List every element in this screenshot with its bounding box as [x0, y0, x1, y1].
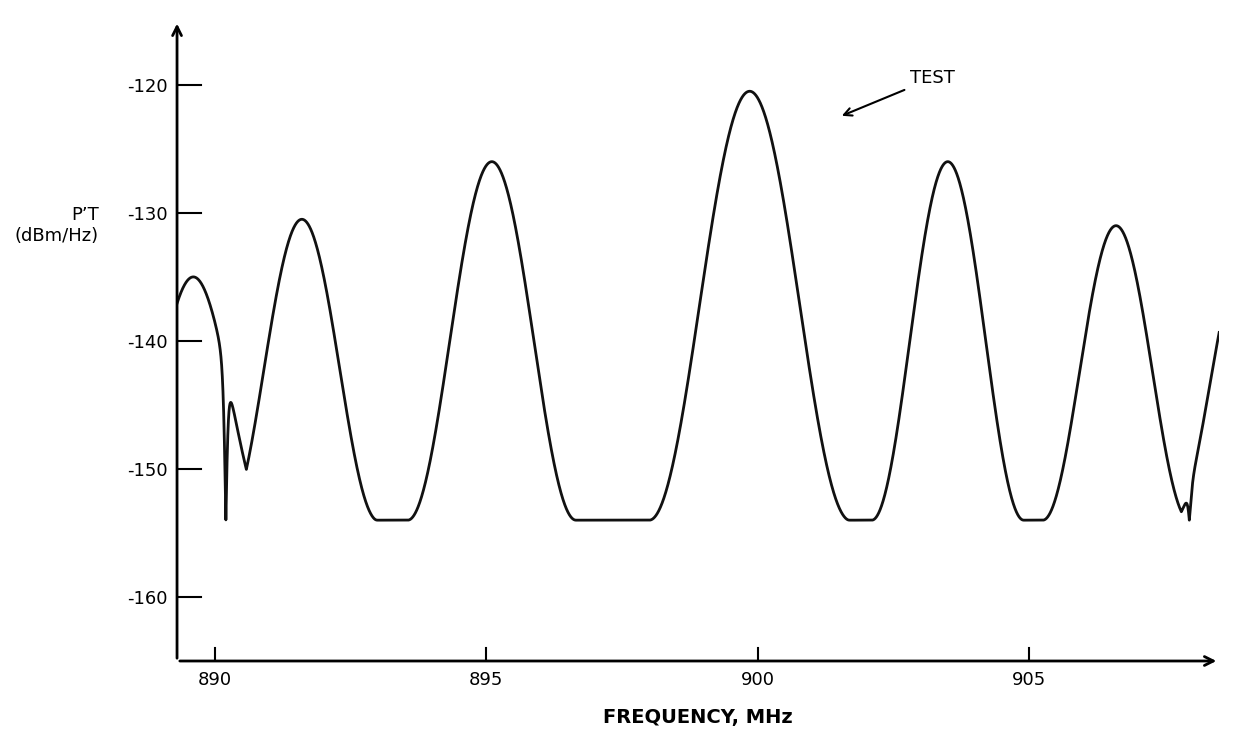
Text: TEST: TEST: [844, 70, 955, 115]
X-axis label: FREQUENCY, MHz: FREQUENCY, MHz: [604, 708, 792, 727]
Y-axis label: P’T
(dBm/Hz): P’T (dBm/Hz): [15, 206, 99, 245]
